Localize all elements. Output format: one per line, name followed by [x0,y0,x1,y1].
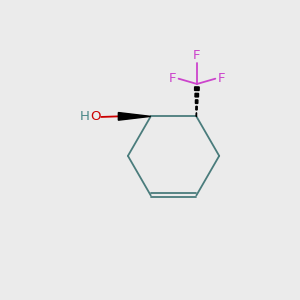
Polygon shape [195,87,199,91]
Text: H: H [80,110,90,124]
Polygon shape [195,93,199,97]
Text: F: F [169,72,176,85]
Polygon shape [195,100,198,103]
Text: F: F [193,49,201,62]
Polygon shape [196,106,197,110]
Text: F: F [218,72,225,85]
Polygon shape [118,112,151,120]
Text: O: O [90,110,101,124]
Polygon shape [196,113,197,116]
